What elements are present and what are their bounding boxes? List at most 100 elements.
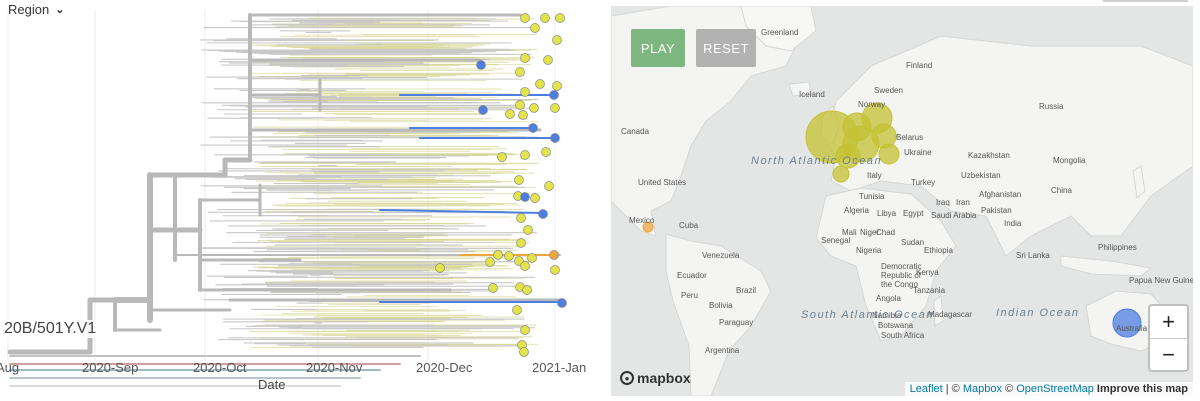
leaflet-link[interactable]: Leaflet [909, 383, 943, 395]
tree-tip[interactable] [435, 263, 445, 273]
reset-button[interactable]: RESET [696, 29, 756, 67]
tree-tip[interactable] [476, 60, 486, 70]
mapbox-link[interactable]: Mapbox [962, 383, 1002, 395]
tree-tip[interactable] [550, 103, 560, 113]
tree-tip[interactable] [544, 181, 554, 191]
place-label: Iran [956, 198, 970, 207]
place-label: Bolivia [709, 301, 733, 310]
tree-tip[interactable] [504, 251, 514, 261]
tree-tip[interactable] [485, 257, 495, 267]
landmass-south-america [665, 233, 772, 396]
place-label: Cuba [679, 221, 699, 230]
region-circle[interactable] [832, 165, 850, 183]
tree-tip[interactable] [552, 81, 562, 91]
region-circle[interactable] [878, 143, 900, 165]
place-label: Kenya [916, 268, 939, 277]
tree-tip[interactable] [516, 238, 526, 248]
tree-tip[interactable] [488, 283, 498, 293]
mapbox-logo-icon: ● [620, 371, 634, 385]
tree-tip[interactable] [543, 55, 553, 65]
mapbox-logo[interactable]: ● mapbox [620, 370, 691, 386]
tree-tip[interactable] [550, 133, 560, 143]
tree-tip[interactable] [505, 109, 515, 119]
tree-tip[interactable] [520, 150, 530, 160]
landmass-greenland [740, 6, 817, 52]
tree-tip[interactable] [514, 175, 524, 185]
tree-tip[interactable] [515, 67, 525, 77]
x-tick: 2020-Sep [82, 360, 139, 375]
region-circle[interactable] [835, 143, 861, 169]
map-panel[interactable]: Iceland Greenland Sweden Norway Finland Russi… [611, 6, 1193, 396]
place-label: India [1004, 219, 1022, 228]
tree-tip[interactable] [478, 105, 488, 115]
tree-tip[interactable] [520, 325, 530, 335]
tree-tip[interactable] [555, 13, 565, 23]
place-label: Mexico [629, 216, 655, 225]
openstreetmap-link[interactable]: OpenStreetMap [1016, 383, 1094, 395]
tree-tip[interactable] [549, 90, 559, 100]
place-label: Tanzania [913, 286, 946, 295]
tree-tip[interactable] [549, 250, 559, 260]
tree-tip[interactable] [530, 23, 540, 33]
region-circle[interactable] [642, 221, 654, 233]
place-label: Sudan [901, 238, 925, 247]
tree-tip[interactable] [530, 193, 540, 203]
zoom-in-button[interactable]: + [1150, 306, 1187, 339]
tree-tip[interactable] [520, 13, 530, 23]
tree-tip[interactable] [529, 103, 539, 113]
place-label: Botswana [878, 321, 914, 330]
place-label: United States [638, 178, 687, 187]
place-label: Australia [1116, 324, 1148, 333]
improve-map-link[interactable]: Improve this map [1097, 383, 1188, 395]
tree-tip[interactable] [520, 192, 530, 202]
tree-tip[interactable] [497, 152, 507, 162]
divider [1103, 0, 1188, 2]
tree-tip[interactable] [493, 250, 503, 260]
place-label: Italy [867, 171, 882, 180]
place-label: China [1051, 186, 1072, 195]
landmass-indonesia [1060, 255, 1153, 277]
mapbox-logo-text: mapbox [637, 370, 691, 386]
tree-tip[interactable] [552, 35, 562, 45]
lineage-line [379, 209, 544, 214]
x-tick: Aug [0, 360, 20, 375]
play-button[interactable]: PLAY [631, 29, 685, 67]
place-label: Nigeria [856, 246, 882, 255]
region-circle[interactable] [1112, 308, 1142, 338]
tree-tip[interactable] [535, 79, 545, 89]
tree-tip[interactable] [541, 147, 551, 157]
place-label: Canada [621, 127, 650, 136]
tree-tip[interactable] [522, 285, 532, 295]
tree-tip[interactable] [523, 225, 533, 235]
map-attribution: Leaflet | © Mapbox © OpenStreetMap Impro… [904, 382, 1193, 396]
place-label: Venezuela [702, 251, 740, 260]
region-menu-label: Region [8, 2, 50, 17]
landmass-eurasia [825, 35, 1193, 257]
tree-tip[interactable] [550, 265, 560, 275]
place-label: South Africa [881, 331, 925, 340]
tree-tip[interactable] [527, 253, 537, 263]
attribution-separator: | © [942, 383, 963, 395]
tree-tip[interactable] [557, 298, 567, 308]
tree-tip[interactable] [520, 261, 530, 271]
place-label: Ukraine [904, 148, 932, 157]
tree-tip[interactable] [520, 87, 530, 97]
tree-tip[interactable] [512, 305, 522, 315]
tree-tip[interactable] [519, 347, 529, 357]
phylogenetic-tree[interactable] [0, 0, 593, 401]
tree-tip[interactable] [540, 13, 550, 23]
zoom-out-button[interactable]: − [1162, 342, 1175, 367]
place-label: Niger [860, 228, 880, 237]
place-label: Iraq [936, 198, 950, 207]
tree-tip[interactable] [516, 213, 526, 223]
tree-tip[interactable] [518, 110, 528, 120]
tree-tip[interactable] [538, 209, 548, 219]
place-label: Saudi Arabia [931, 211, 977, 220]
place-label: Algeria [844, 206, 869, 215]
tree-tip[interactable] [528, 123, 538, 133]
world-map[interactable] [611, 6, 1193, 396]
tree-tip[interactable] [515, 100, 525, 110]
zoom-control: + − [1148, 304, 1189, 372]
tree-tip[interactable] [520, 53, 530, 63]
region-color-by-menu[interactable]: Region ⌄ [8, 2, 64, 17]
